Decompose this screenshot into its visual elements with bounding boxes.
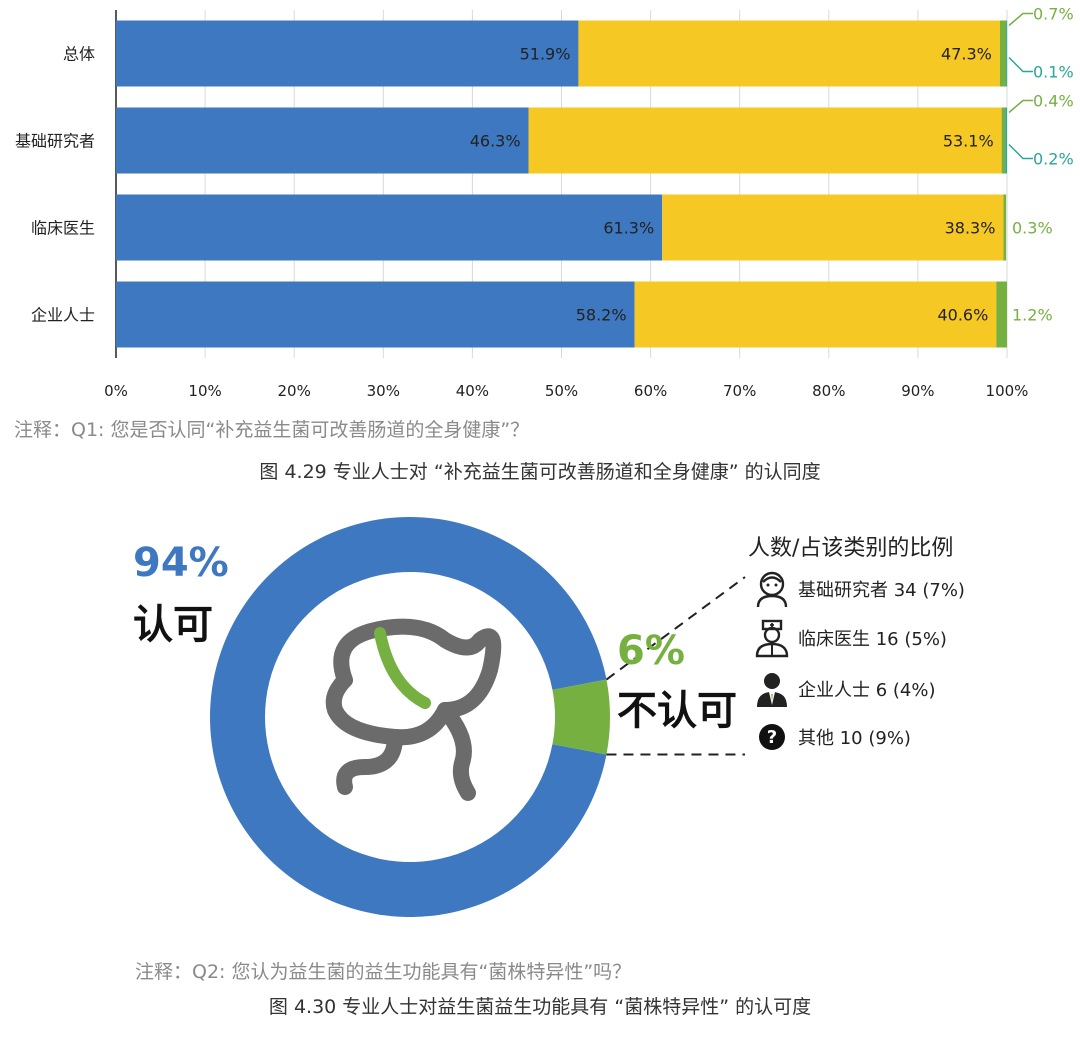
breakdown-text: 企业人士 6 (4%) [798,680,936,701]
data-label: 51.9% [520,45,571,64]
question-icon: ? [759,724,785,750]
data-label: 0.3% [1012,219,1053,238]
category-label: 基础研究者 [15,132,95,151]
bar-segment [662,194,1004,261]
donut-slice [209,517,607,917]
data-label: 1.2% [1012,306,1053,325]
data-label: 53.1% [943,132,994,151]
bar-segment [116,107,529,174]
bacteria-tail [336,729,403,795]
data-label: 0.2% [1033,150,1074,169]
breakdown-item-researcher: 基础研究者 34 (7%) [752,566,965,612]
x-tick-label: 80% [812,382,845,400]
bar-segment [116,281,635,348]
category-label: 总体 [63,45,95,64]
disapprove-label: 不认可 [617,688,737,734]
donut-slice [552,679,610,755]
business-person-icon [757,673,787,707]
bacteria-core [374,627,431,709]
bar-segment [996,281,1007,348]
x-tick-label: 90% [901,382,934,400]
category-label: 企业人士 [31,306,95,325]
chart1-note: 注释：Q1: 您是否认同“补充益生菌可改善肠道的全身健康”？ [14,419,530,441]
bar-segment [116,194,663,261]
connector-line [605,576,746,681]
bar-segment [1006,20,1008,87]
bar-segment [1001,107,1006,174]
data-label: 47.3% [941,45,992,64]
breakdown-item-other: ? 其他 10 (9%) [752,714,965,760]
leader-line [1008,12,1033,27]
x-tick-label: 20% [278,382,311,400]
breakdown-item-doctor: 临床医生 16 (5%) [752,612,965,664]
leader-line [1008,56,1033,73]
x-tick-label: 100% [986,382,1029,400]
doctor-icon [755,619,789,658]
bar-segment [999,20,1007,87]
bar-segment [528,107,1002,174]
approve-label: 认可 [133,602,213,648]
chart2-caption: 图 4.30 专业人士对益生菌益生功能具有 “菌株特异性” 的认可度 [268,996,812,1018]
bacteria-body [325,618,502,746]
leader-line [1008,99,1033,114]
donut-chart [209,517,746,917]
chart1-caption: 图 4.29 专业人士对 “补充益生菌可改善肠道和全身健康” 的认同度 [259,461,821,483]
data-label: 0.4% [1033,92,1074,111]
data-label: 0.1% [1033,63,1074,82]
data-label: 58.2% [576,306,627,325]
svg-text:?: ? [767,727,777,748]
approve-percentage: 94% [133,540,229,586]
bacteria-tail [437,702,476,801]
disapprove-percentage: 6% [617,628,685,674]
breakdown-text: 临床医生 16 (5%) [798,629,947,650]
chart2-note: 注释：Q2: 您认为益生菌的益生功能具有“菌株特异性”吗？ [135,961,632,983]
bacteria-icon [325,618,502,801]
stacked-bar-chart: 0% 10% 20% 30% 40% 50% 60% 70% 80% 90% 100% 总体 51.9%… [15,5,1074,401]
data-label: 40.6% [937,306,988,325]
breakdown-item-business: 企业人士 6 (4%) [752,664,965,714]
x-tick-label: 10% [188,382,221,400]
researcher-icon [756,571,788,608]
bar-segment [1003,194,1007,261]
breakdown-text: 基础研究者 34 (7%) [798,580,965,601]
breakdown-list: 基础研究者 34 (7%) 临床医生 16 (5%) 企业人士 6 (4%) ?… [752,566,965,760]
bar-segment [116,20,579,87]
leader-line [1008,143,1033,160]
category-label: 临床医生 [31,219,95,238]
bar-segment [578,20,1000,87]
breakdown-title: 人数/占该类别的比例 [748,536,954,561]
bar-segment [634,281,997,348]
x-tick-label: 50% [545,382,578,400]
breakdown-text: 其他 10 (9%) [798,728,911,749]
x-tick-label: 40% [456,382,489,400]
data-label: 38.3% [945,219,996,238]
x-tick-label: 30% [367,382,400,400]
data-label: 46.3% [470,132,521,151]
x-tick-label: 0% [104,382,128,400]
x-tick-label: 70% [723,382,756,400]
data-label: 61.3% [603,219,654,238]
x-tick-label: 60% [634,382,667,400]
bar-segment [1005,107,1007,174]
data-label: 0.7% [1033,5,1074,24]
